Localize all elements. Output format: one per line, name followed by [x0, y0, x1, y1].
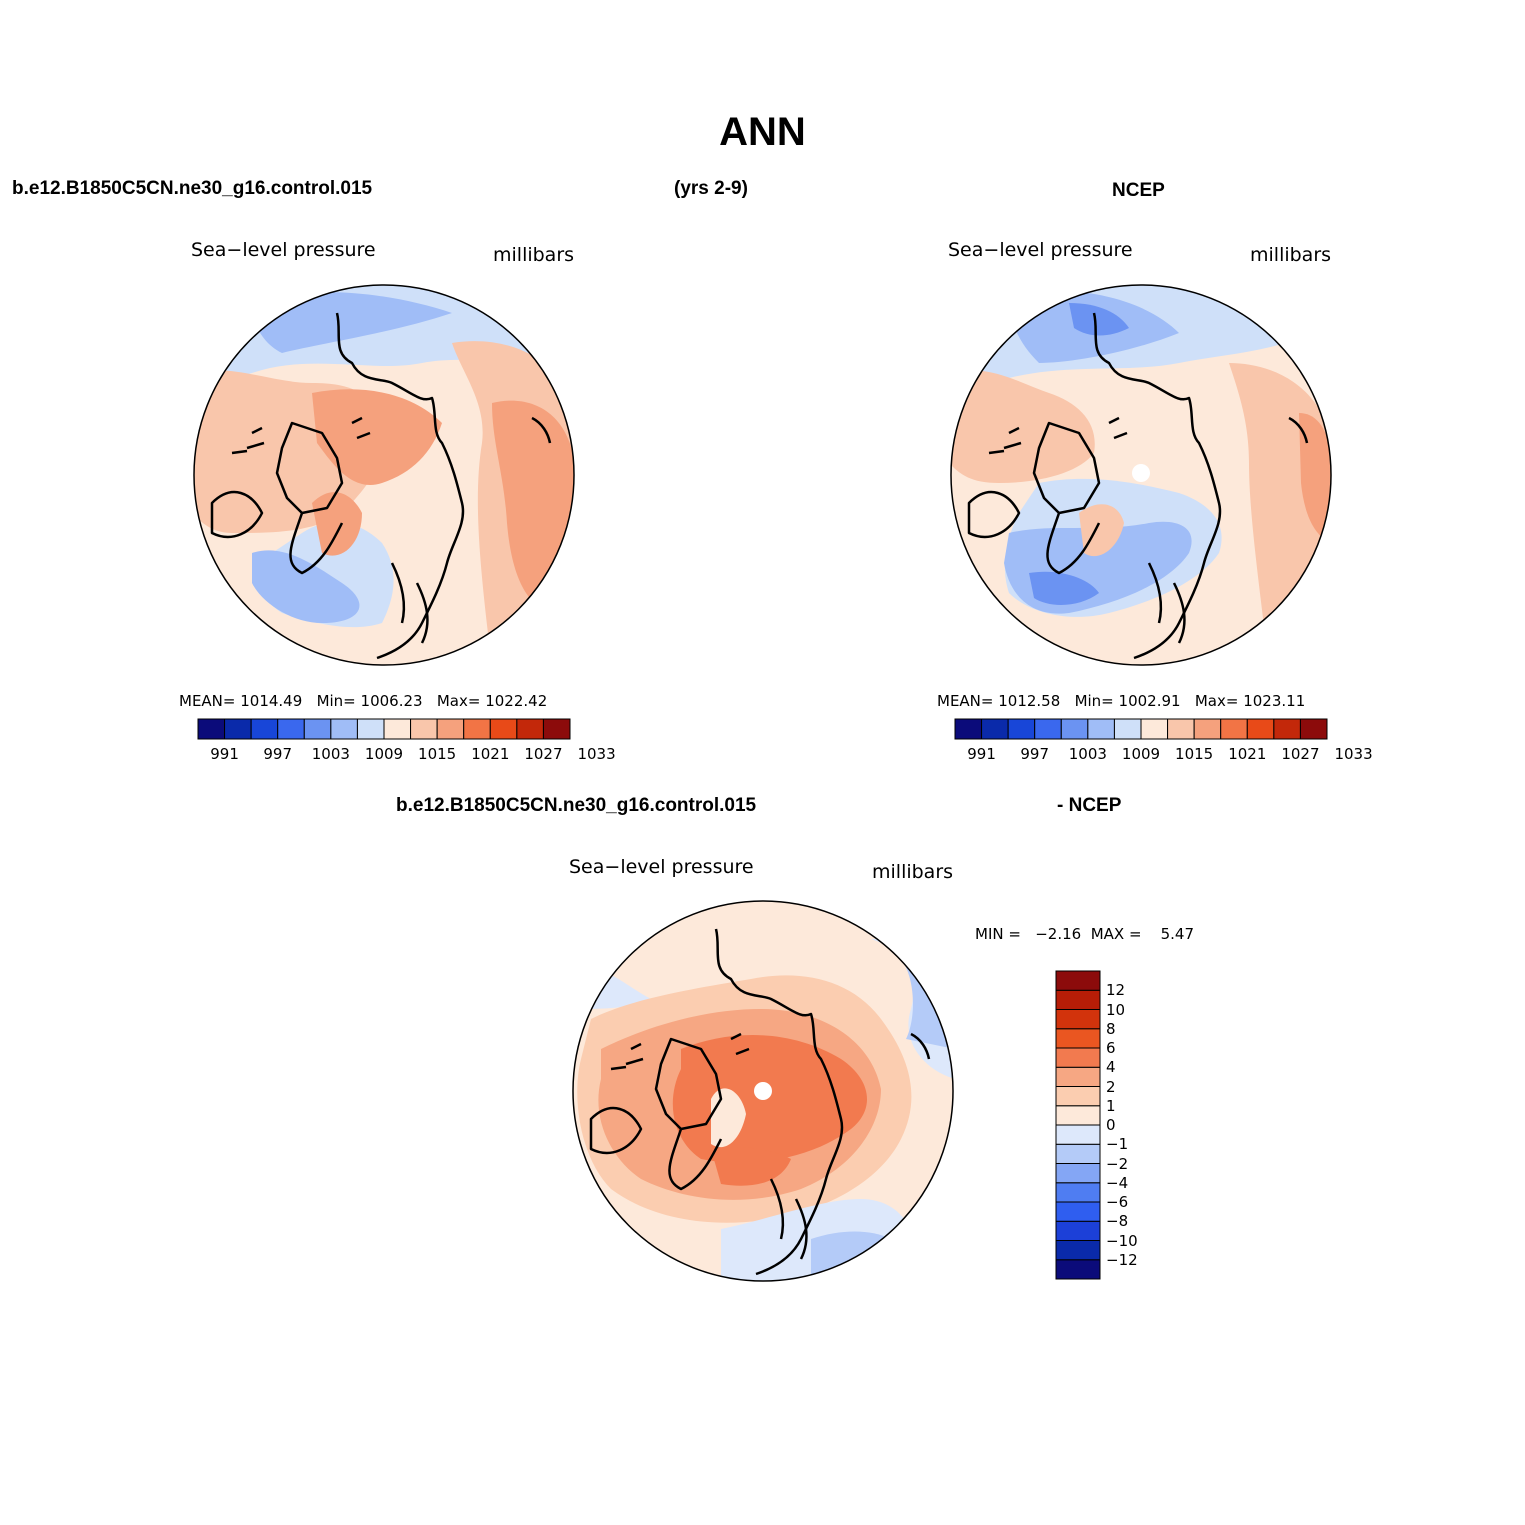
model-colorbar-swatch	[489, 718, 518, 740]
model-colorbar	[197, 718, 571, 740]
obs-colorbar-tick-label: 997	[1020, 745, 1050, 763]
obs-colorbar-swatch	[1034, 718, 1062, 740]
obs-colorbar-swatch	[1113, 718, 1142, 740]
diff-colorbar-swatch	[1055, 1086, 1101, 1107]
model-colorbar-tick-label: 1003	[311, 745, 350, 763]
diff-colorbar-tick-label: 1	[1106, 1096, 1116, 1115]
obs-colorbar-swatch	[1273, 718, 1301, 740]
diff-colorbar-swatch	[1055, 1124, 1101, 1145]
obs-colorbar-tick-label: 1033	[1334, 745, 1373, 763]
diff-colorbar-tick-label: 0	[1106, 1116, 1116, 1134]
model-colorbar-swatch	[277, 718, 305, 740]
diff-colorbar-tick-label: 6	[1106, 1039, 1116, 1057]
model-colorbar-tick-label: 1021	[471, 745, 510, 763]
model-colorbar-swatch	[463, 718, 491, 740]
model-polar-map	[193, 284, 575, 666]
obs-colorbar	[954, 718, 1328, 740]
obs-colorbar-tick-label: 1009	[1121, 745, 1161, 763]
obs-polar-map	[950, 284, 1332, 666]
model-colorbar-tick-label: 991	[210, 745, 239, 763]
obs-units-label: millibars	[1250, 244, 1332, 266]
diff-colorbar-tick-label: −2	[1106, 1154, 1129, 1173]
diff-stats: MIN = −2.16 MAX = 5.47	[975, 925, 1195, 943]
diff-units-label: millibars	[872, 861, 954, 883]
diff-obs-header: - NCEP	[1057, 795, 1122, 816]
diff-colorbar-swatch	[1055, 1143, 1101, 1164]
diff-colorbar-swatch	[1055, 1163, 1101, 1184]
obs-colorbar-ticks: 991 997 1003 1009 1015 1021 1027 1033	[955, 745, 1372, 765]
diff-colorbar-swatch	[1055, 1009, 1101, 1030]
diff-colorbar-swatch	[1055, 970, 1101, 991]
diff-colorbar-swatch	[1055, 1047, 1101, 1068]
model-colorbar-tick-label: 1009	[364, 745, 404, 763]
model-colorbar-tick-label: 997	[263, 745, 293, 763]
diff-colorbar	[1055, 970, 1101, 1280]
model-colorbar-swatch	[303, 718, 332, 740]
obs-colorbar-swatch	[1246, 718, 1275, 740]
diff-colorbar-tick-label: −12	[1106, 1250, 1138, 1269]
diff-colorbar-swatch	[1055, 1240, 1101, 1261]
diff-colorbar-ticks: 12 10 8 6 4 2 1 0 −1 −2 −4 −6 −8 −10 −12	[1106, 971, 1166, 1279]
diff-colorbar-swatch	[1055, 1259, 1101, 1280]
model-colorbar-swatch	[330, 718, 358, 740]
diff-polar-map	[572, 900, 954, 1282]
obs-colorbar-tick-label: 1021	[1228, 745, 1267, 763]
case-name-header: b.e12.B1850C5CN.ne30_g16.control.015	[12, 178, 373, 199]
obs-header: NCEP	[1112, 180, 1165, 201]
model-colorbar-tick-label: 1027	[524, 745, 563, 763]
diff-colorbar-swatch	[1055, 1028, 1101, 1049]
model-colorbar-swatch	[224, 718, 252, 740]
obs-colorbar-swatch	[1220, 718, 1248, 740]
obs-colorbar-tick-label: 1027	[1281, 745, 1320, 763]
model-colorbar-tick-label: 1033	[577, 745, 616, 763]
obs-colorbar-swatch	[1060, 718, 1089, 740]
obs-colorbar-swatch	[1007, 718, 1036, 740]
diff-colorbar-swatch	[1055, 989, 1101, 1010]
obs-colorbar-tick-label: 1003	[1068, 745, 1107, 763]
obs-colorbar-swatch	[1193, 718, 1222, 740]
obs-colorbar-swatch	[1140, 718, 1169, 740]
obs-colorbar-swatch	[1167, 718, 1195, 740]
diff-colorbar-swatch	[1055, 1220, 1101, 1241]
obs-colorbar-swatch	[1299, 718, 1328, 740]
years-header: (yrs 2-9)	[674, 178, 748, 199]
model-colorbar-ticks: 991 997 1003 1009 1015 1021 1027 1033	[198, 745, 615, 765]
model-colorbar-swatch	[516, 718, 544, 740]
diff-colorbar-tick-label: 2	[1106, 1077, 1116, 1096]
diff-colorbar-tick-label: 4	[1106, 1058, 1116, 1077]
model-colorbar-swatch	[542, 718, 571, 740]
diff-colorbar-tick-label: 10	[1106, 1000, 1126, 1019]
page-title: ANN	[719, 110, 806, 154]
diff-colorbar-tick-label: −1	[1106, 1135, 1129, 1154]
model-colorbar-swatch	[383, 718, 412, 740]
model-variable-label: Sea−level pressure	[191, 239, 376, 261]
model-colorbar-swatch	[436, 718, 465, 740]
diff-case-header: b.e12.B1850C5CN.ne30_g16.control.015	[396, 795, 757, 816]
obs-colorbar-swatch	[1087, 718, 1115, 740]
model-colorbar-swatch	[250, 718, 279, 740]
diff-colorbar-swatch	[1055, 1105, 1101, 1126]
obs-colorbar-swatch	[981, 718, 1009, 740]
model-colorbar-swatch	[197, 718, 226, 740]
diff-variable-label: Sea−level pressure	[569, 856, 754, 878]
diff-colorbar-swatch	[1055, 1182, 1101, 1203]
model-colorbar-tick-label: 1015	[418, 745, 457, 763]
diff-colorbar-tick-label: 8	[1106, 1019, 1116, 1038]
obs-variable-label: Sea−level pressure	[948, 239, 1133, 261]
model-stats: MEAN= 1014.49 Min= 1006.23 Max= 1022.42	[179, 692, 548, 710]
model-colorbar-swatch	[356, 718, 385, 740]
diff-colorbar-tick-label: −10	[1106, 1231, 1138, 1250]
diff-colorbar-tick-label: −4	[1106, 1173, 1129, 1192]
diff-colorbar-swatch	[1055, 1066, 1101, 1087]
obs-colorbar-swatch	[954, 718, 983, 740]
diff-colorbar-swatch	[1055, 1201, 1101, 1222]
model-units-label: millibars	[493, 244, 575, 266]
obs-colorbar-tick-label: 991	[967, 745, 996, 763]
obs-colorbar-tick-label: 1015	[1175, 745, 1214, 763]
diff-colorbar-tick-label: −6	[1106, 1193, 1129, 1211]
obs-stats: MEAN= 1012.58 Min= 1002.91 Max= 1023.11	[937, 692, 1306, 710]
model-colorbar-swatch	[410, 718, 438, 740]
diff-colorbar-tick-label: −8	[1106, 1212, 1129, 1231]
diff-colorbar-tick-label: 12	[1106, 981, 1126, 1000]
